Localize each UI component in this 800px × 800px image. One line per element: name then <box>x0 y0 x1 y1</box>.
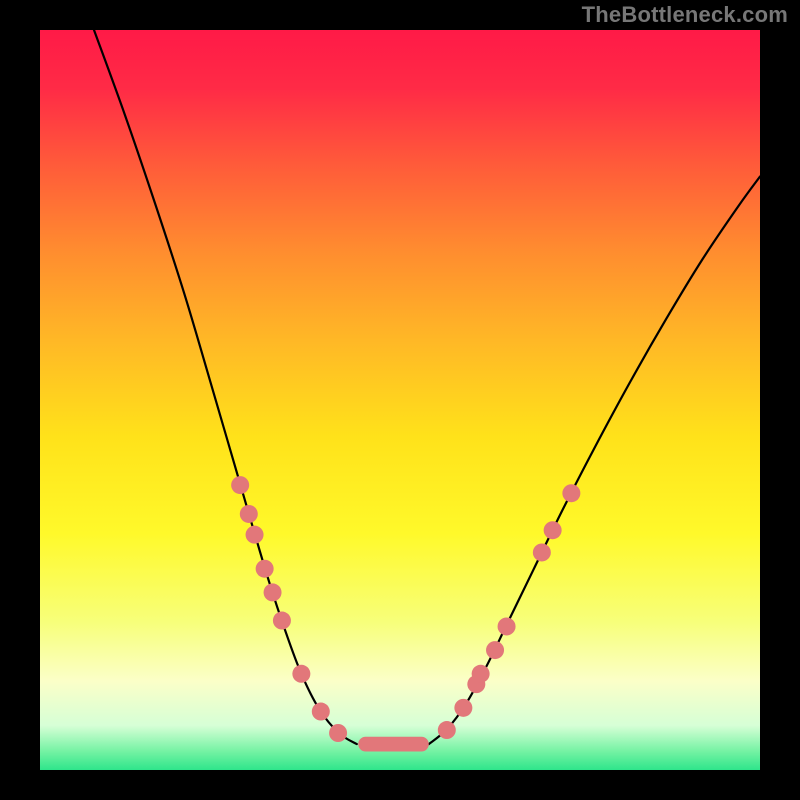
marker-dot-left <box>273 612 291 630</box>
marker-dot-left <box>329 724 347 742</box>
marker-dot-left <box>246 526 264 544</box>
marker-dot-left <box>312 703 330 721</box>
marker-dot-right <box>498 617 516 635</box>
marker-dot-left <box>264 583 282 601</box>
marker-dot-right <box>544 521 562 539</box>
marker-dot-right <box>438 721 456 739</box>
marker-dot-right <box>454 699 472 717</box>
bottleneck-chart <box>0 0 800 800</box>
marker-dot-right <box>486 641 504 659</box>
marker-dot-left <box>240 505 258 523</box>
watermark-label: TheBottleneck.com <box>582 2 788 28</box>
marker-dot-right <box>472 665 490 683</box>
marker-dot-left <box>256 560 274 578</box>
chart-outer: TheBottleneck.com <box>0 0 800 800</box>
marker-dot-right <box>562 484 580 502</box>
marker-dot-right <box>533 543 551 561</box>
marker-dot-left <box>231 476 249 494</box>
flat-marker-bar <box>358 737 429 752</box>
marker-dot-left <box>292 665 310 683</box>
plot-background <box>40 30 760 770</box>
